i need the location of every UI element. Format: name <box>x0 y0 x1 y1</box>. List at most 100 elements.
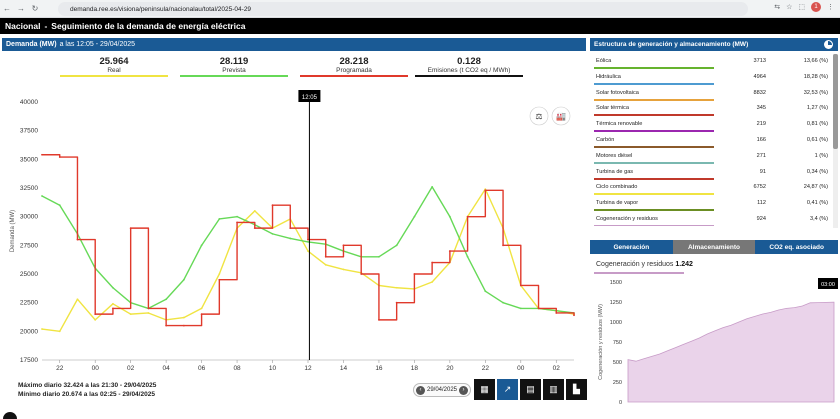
technology-percent: 1 (%) <box>814 152 828 159</box>
map-icon: ▙ <box>573 384 580 394</box>
calendar-icon: ▦ <box>480 384 489 394</box>
technology-color-bar <box>594 98 714 101</box>
y-tick-label: 1000 <box>610 320 622 326</box>
technology-mw: 91 <box>759 168 766 175</box>
technology-name: Ciclo combinado <box>596 184 638 191</box>
x-tick-label: 12 <box>304 365 312 372</box>
generation-row[interactable]: Solar fotovoltaica 8832 32,53 (%) <box>594 88 828 104</box>
data-point <box>147 307 150 310</box>
kpi-value: 28.218 <box>339 56 369 67</box>
technology-percent: 0,81 (%) <box>806 121 828 128</box>
technology-color-bar <box>594 224 714 226</box>
back-icon[interactable]: ← <box>3 4 11 13</box>
map-view-button[interactable]: ▙ <box>566 379 587 400</box>
area-series <box>627 301 835 403</box>
technology-name: Motores diésel <box>596 152 633 159</box>
prev-day-icon[interactable]: ‹ <box>416 385 425 395</box>
generation-row[interactable]: Carbón 166 0,61 (%) <box>594 135 828 151</box>
technology-name: Térmica renovable <box>596 121 643 128</box>
demand-chart[interactable]: 17500 20000 22500 25000 27500 30000 32500 35000… <box>0 80 586 375</box>
table-view-button[interactable]: ▤ <box>520 379 541 400</box>
data-point <box>289 237 292 240</box>
forward-icon[interactable]: → <box>17 4 25 13</box>
bookmark-star-icon[interactable]: ☆ <box>786 4 793 11</box>
technology-name: Turbina de gas <box>596 168 634 175</box>
kpi-bar: 25.964 Real 28.119 Prevista 28.218 Progr… <box>60 56 530 78</box>
y-tick-label: 17500 <box>20 357 38 364</box>
technology-percent: 24,87 (%) <box>803 184 828 191</box>
data-point <box>41 153 43 156</box>
kpi-color-bar <box>415 75 523 77</box>
data-point <box>342 244 345 247</box>
generation-list: Eólica 3713 13,66 (%) Hidráulica 4964 18,28 (… <box>594 56 828 226</box>
calendar-view-button[interactable]: ▦ <box>474 379 495 400</box>
kpi-label: Real <box>107 67 121 74</box>
menu-kebab-icon[interactable]: ⋮ <box>827 4 834 11</box>
technology-name: Eólica <box>596 58 612 64</box>
data-point <box>236 221 238 224</box>
loading-icon <box>3 412 17 419</box>
pie-chart-icon[interactable] <box>824 40 833 49</box>
technology-color-bar <box>594 145 714 148</box>
x-tick-label: 04 <box>163 365 171 372</box>
view-toolbar: ▦ ↗ ▤ ▥ ▙ <box>474 379 587 400</box>
line-chart-icon: ↗ <box>503 384 512 394</box>
stats-view-button[interactable]: ▥ <box>543 379 564 400</box>
technology-name: Carbón <box>596 136 615 143</box>
site-title: Seguimiento de la demanda de energía elé… <box>51 21 246 31</box>
table-icon: ▤ <box>526 384 535 394</box>
translate-icon[interactable]: ⇆ <box>774 4 781 11</box>
date-value[interactable]: 29/04/2025 <box>426 387 458 393</box>
data-point <box>289 227 292 230</box>
bar-chart-icon: ▥ <box>549 384 558 394</box>
generation-row[interactable]: Térmica renovable 219 0,81 (%) <box>594 119 828 135</box>
technology-name: Hidráulica <box>596 73 621 80</box>
next-day-icon[interactable]: › <box>459 385 468 395</box>
address-bar[interactable]: demanda.ree.es/visiona/peninsula/naciona… <box>58 2 748 16</box>
y-tick-label: 27500 <box>20 242 38 249</box>
factory-icon: 🏭 <box>556 112 566 121</box>
data-point <box>236 215 238 218</box>
data-point <box>76 298 79 301</box>
mini-cursor-badge <box>818 278 838 289</box>
x-tick-label: 00 <box>92 365 100 372</box>
extensions-icon[interactable]: ⬚ <box>798 4 805 11</box>
data-point <box>218 218 221 220</box>
tech-area-chart[interactable]: 0 250 500 750 1000 1250 1500 Cogeneración y res… <box>590 272 838 412</box>
generation-row[interactable]: Ciclo combinado 6752 24,87 (%) <box>594 182 828 198</box>
data-point <box>58 156 61 158</box>
y-tick-label: 37500 <box>20 128 38 135</box>
x-tick-label: 08 <box>233 365 241 372</box>
region-label: Nacional <box>5 21 41 31</box>
selected-tech-name: Cogeneración y residuos <box>596 261 674 268</box>
mini-cursor-label: 03:00 <box>821 282 835 288</box>
selected-tech-title: Cogeneración y residuos 1.242 <box>596 261 693 268</box>
profile-avatar[interactable]: 1 <box>811 2 821 12</box>
data-point <box>112 286 114 289</box>
technology-mw: 6752 <box>753 184 766 191</box>
max-daily-text: Máximo diario 32.424 a las 21:30 - 29/04… <box>18 382 157 389</box>
y-tick-label: 20000 <box>20 328 38 335</box>
date-selector[interactable]: ‹ 29/04/2025 › <box>413 383 471 397</box>
generation-row[interactable]: Eólica 3713 13,66 (%) <box>594 56 828 72</box>
tab-almacenamiento[interactable]: Almacenamiento <box>672 240 756 254</box>
generation-row[interactable]: Motores diésel 271 1 (%) <box>594 151 828 167</box>
y-tick-label: 1250 <box>610 300 622 306</box>
generation-row[interactable]: Hidráulica 4964 18,28 (%) <box>594 72 828 88</box>
technology-color-bar <box>594 161 714 164</box>
line-chart-view-button[interactable]: ↗ <box>497 379 518 400</box>
generation-row[interactable]: Turbina de vapor 112 0,41 (%) <box>594 198 828 214</box>
x-tick-label: 18 <box>411 365 419 372</box>
tab-co2[interactable]: CO2 eq. asociado <box>755 240 839 254</box>
scrollbar-thumb[interactable] <box>833 54 838 149</box>
tab-generacion[interactable]: Generación <box>590 240 673 254</box>
technology-color-bar <box>594 177 714 180</box>
generation-row[interactable]: Turbina de gas 91 0,34 (%) <box>594 167 828 183</box>
data-point <box>537 307 540 310</box>
generation-row[interactable]: Cogeneración y residuos 924 3,4 (%) <box>594 214 828 226</box>
technology-name: Solar fotovoltaica <box>596 89 639 96</box>
generation-row[interactable]: Solar térmica 345 1,27 (%) <box>594 103 828 119</box>
data-point <box>573 314 575 317</box>
reload-icon[interactable]: ↻ <box>31 4 39 13</box>
list-scrollbar[interactable] <box>833 54 838 228</box>
